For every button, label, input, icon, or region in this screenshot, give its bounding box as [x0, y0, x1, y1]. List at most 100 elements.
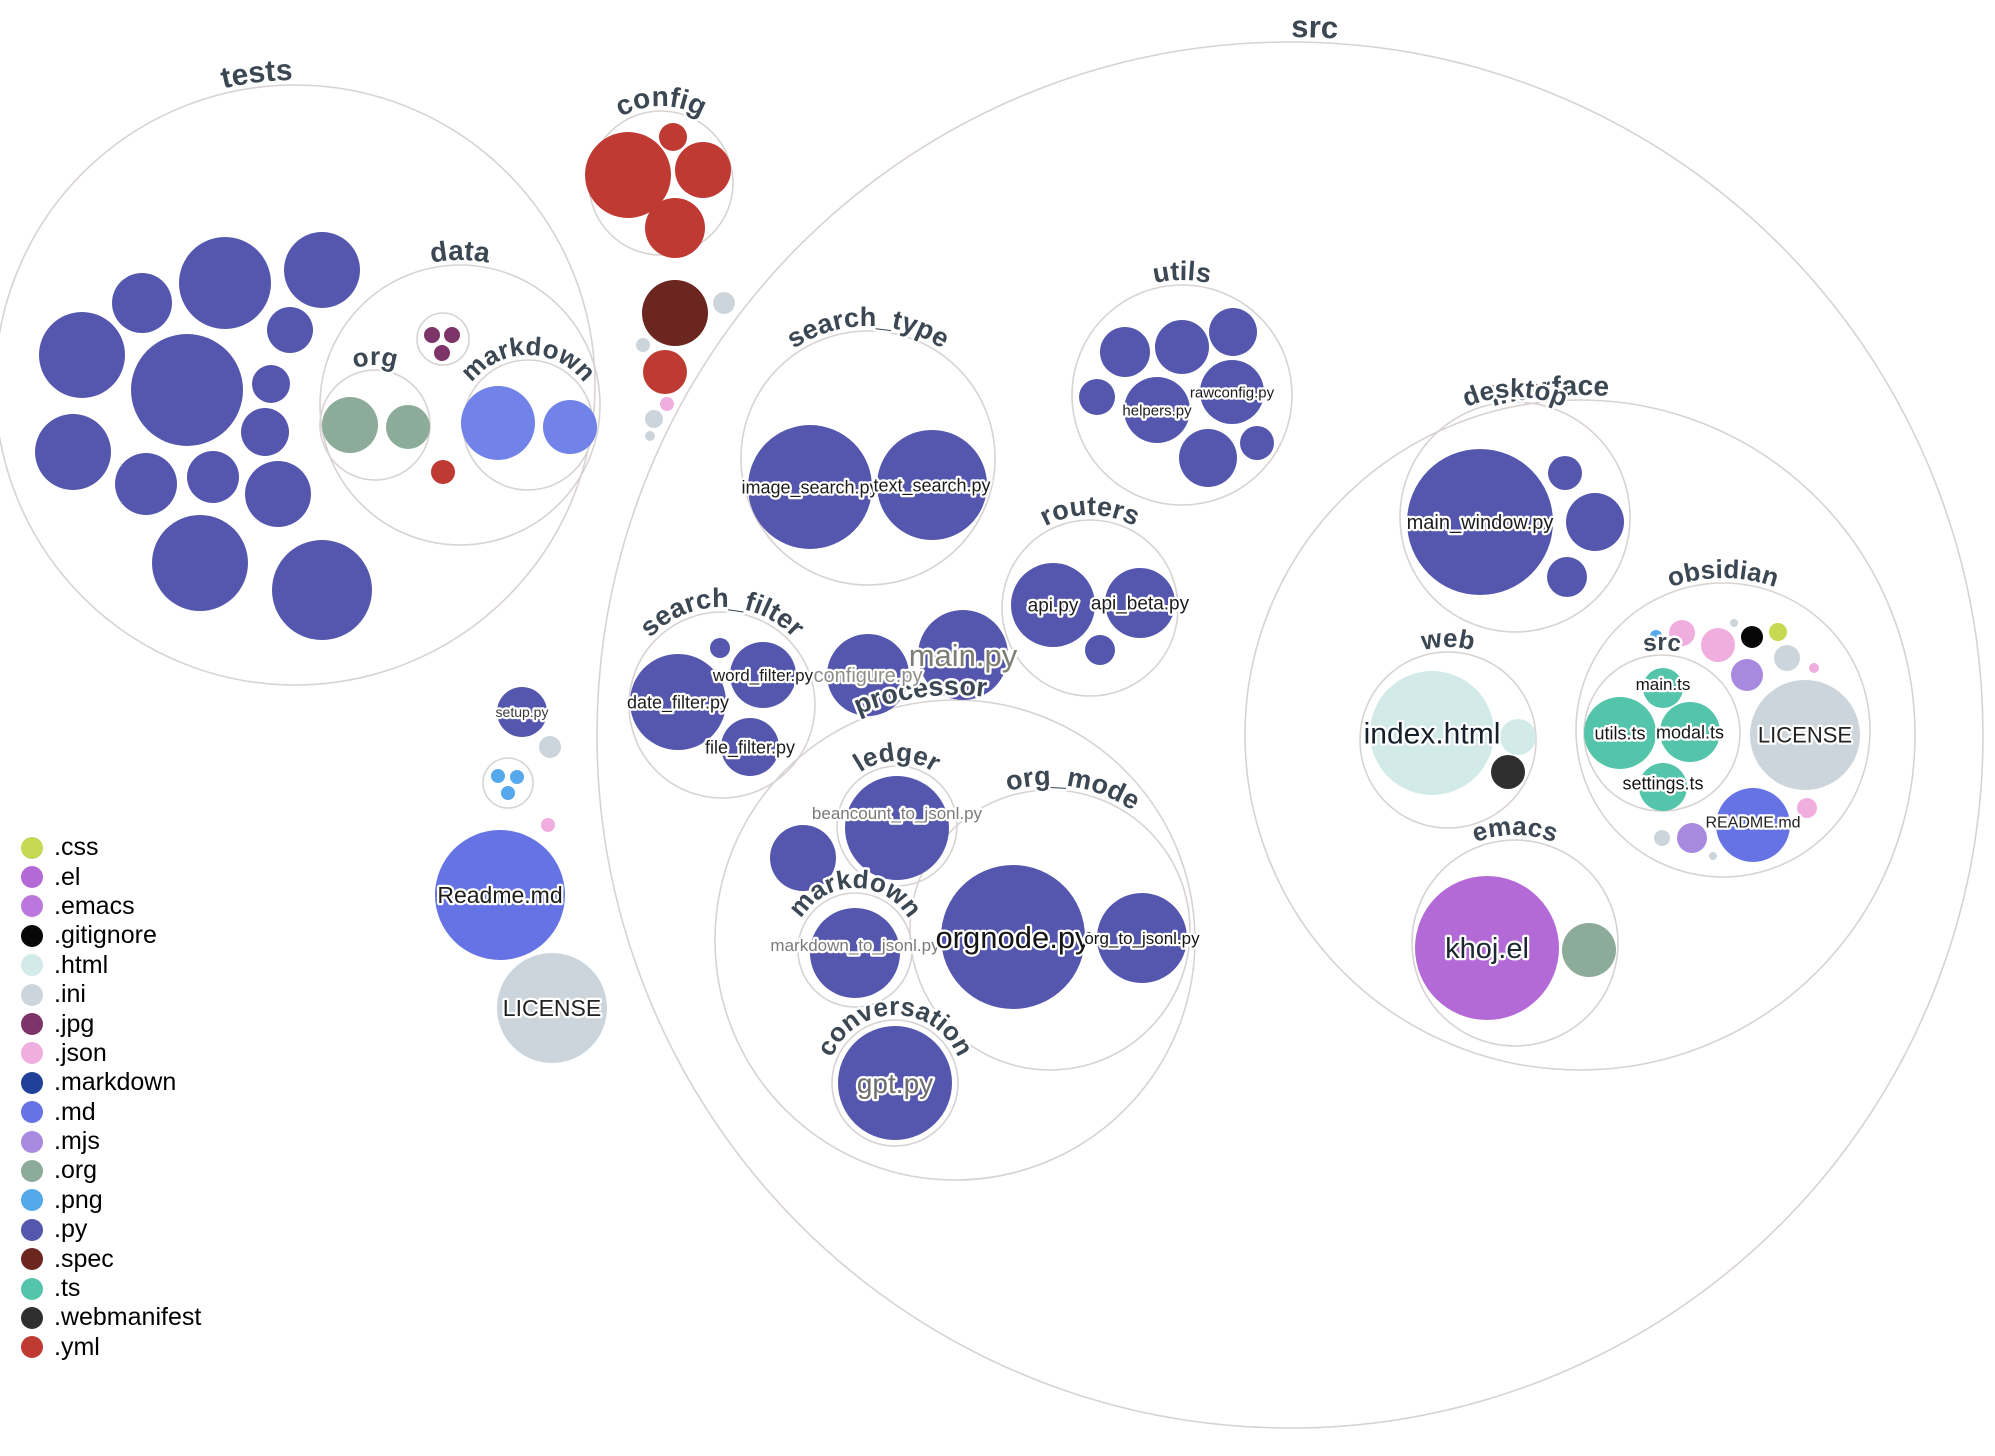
file-bubble-text_search.py — [877, 430, 987, 540]
file-label-LICENSE: LICENSE — [1758, 723, 1852, 748]
legend-ext-label: .jpg — [54, 1009, 95, 1038]
md-file — [461, 386, 535, 460]
dir-label-text-desktop: desktop — [1456, 370, 1575, 415]
jpg-file — [434, 345, 450, 361]
legend-color-dot — [21, 1248, 43, 1271]
dir-root-png-dir-circle — [482, 757, 534, 809]
ini-file — [1709, 852, 1717, 860]
dir-label-text-data: data — [425, 232, 495, 271]
file-bubble-beancount_to_jsonl.py — [845, 776, 949, 880]
legend-item-ini: .ini — [21, 980, 201, 1009]
file-label-text_search.py: text_search.py — [873, 475, 990, 496]
md-file — [543, 400, 597, 454]
file-bubble-README.md — [1716, 788, 1790, 862]
dir-obsidian-circle — [1575, 582, 1871, 878]
py-file — [1566, 493, 1624, 551]
file-bubble-helpers.py — [1124, 377, 1190, 443]
file-bubble-setup.py — [497, 687, 547, 737]
legend-color-dot — [21, 1013, 43, 1036]
file-label-api.py: api.py — [1028, 596, 1079, 617]
legend-color-dot — [21, 1042, 43, 1065]
dir-label-config: config — [610, 81, 712, 122]
legend-item-gitignore: .gitignore — [21, 921, 201, 950]
html-file — [1500, 719, 1536, 755]
legend-item-jpg: .jpg — [21, 1009, 201, 1038]
spec-file — [642, 280, 708, 346]
dir-label-routers: routers — [1035, 491, 1145, 532]
file-bubble-api_beta.py — [1105, 568, 1175, 638]
file-label-LICENSE: LICENSE — [503, 995, 601, 1021]
jpg-file — [424, 327, 440, 343]
dir-label-ledger: ledger — [848, 737, 946, 778]
file-bubble-utils.ts — [1584, 697, 1656, 769]
dir-label-desktop: desktop — [1458, 373, 1572, 413]
dir-label-obsidian-src: src — [1641, 629, 1682, 658]
legend-ext-label: .emacs — [54, 891, 135, 920]
mjs-file — [1677, 823, 1707, 853]
ini-file — [539, 736, 561, 758]
dir-routers-circle — [1001, 519, 1179, 697]
legend-color-dot — [21, 866, 43, 889]
png-file — [501, 786, 515, 800]
dir-label-text-utils: utils — [1148, 253, 1216, 291]
ini-file — [1774, 645, 1800, 671]
file-bubble-org_to_jsonl.py — [1097, 893, 1187, 983]
legend-color-dot — [21, 1130, 43, 1153]
py-file — [1155, 320, 1209, 374]
legend-color-dot — [21, 1159, 43, 1182]
py-file — [1100, 327, 1150, 377]
file-bubble-orgnode.py — [941, 865, 1085, 1009]
legend-color-dot — [21, 836, 43, 859]
legend-ext-label: .markdown — [54, 1068, 177, 1097]
file-bubble-markdown_to_jsonl.py — [810, 908, 900, 998]
file-label-helpers.py: helpers.py — [1122, 402, 1192, 419]
dir-processor-circle — [714, 699, 1196, 1181]
file-bubble-image_search.py — [748, 425, 872, 549]
jpg-file — [444, 327, 460, 343]
py-file — [1209, 308, 1257, 356]
dir-search-filter-circle — [628, 611, 816, 799]
legend-color-dot — [21, 1218, 43, 1241]
file-bubble-file_filter.py — [721, 718, 779, 776]
py-file — [241, 408, 289, 456]
dir-data-circle — [319, 264, 601, 546]
file-label-markdown_to_jsonl.py: markdown_to_jsonl.py — [770, 936, 940, 955]
legend-item-webmanifest: .webmanifest — [21, 1303, 201, 1332]
gitignore-file — [1741, 626, 1763, 648]
py-file — [112, 273, 172, 333]
json-file — [1669, 620, 1695, 646]
file-label-README.md: README.md — [1705, 815, 1800, 832]
legend-ext-label: .gitignore — [54, 921, 157, 950]
ini-file — [1730, 619, 1738, 627]
dir-label-tests: tests — [218, 54, 293, 95]
py-file — [272, 540, 372, 640]
json-file — [1797, 798, 1817, 818]
py-file — [770, 825, 836, 891]
legend-ext-label: .css — [54, 833, 99, 862]
dir-label-text-web: web — [1416, 620, 1480, 658]
extension-legend: .css .el .emacs .gitignore .html .ini .jpg .jso… — [21, 833, 201, 1362]
file-label-main_window.py: main_window.py — [1407, 512, 1554, 534]
py-file — [1179, 429, 1237, 487]
dir-proc-markdown-circle — [797, 892, 913, 1008]
legend-ext-label: .ts — [54, 1274, 81, 1303]
legend-ext-label: .mjs — [54, 1127, 100, 1156]
ini-file — [713, 292, 735, 314]
dir-org-mode-circle — [909, 789, 1191, 1071]
file-bubble-index.html — [1370, 671, 1494, 795]
file-label-rawconfig.py: rawconfig.py — [1190, 384, 1275, 401]
file-bubble-Readme.md — [435, 830, 565, 960]
py-file — [252, 365, 290, 403]
dir-label-search-type: search_type — [781, 302, 954, 354]
py-file — [284, 232, 360, 308]
dir-label-data-markdown: markdown — [455, 331, 602, 387]
dir-search-type-circle — [740, 330, 996, 586]
legend-item-py: .py — [21, 1215, 201, 1244]
file-bubble-gpt.py — [838, 1026, 952, 1140]
dir-data-org-circle — [319, 369, 431, 481]
legend-item-spec: .spec — [21, 1244, 201, 1273]
file-label-orgnode.py: orgnode.py — [935, 920, 1091, 955]
legend-item-png: .png — [21, 1186, 201, 1215]
